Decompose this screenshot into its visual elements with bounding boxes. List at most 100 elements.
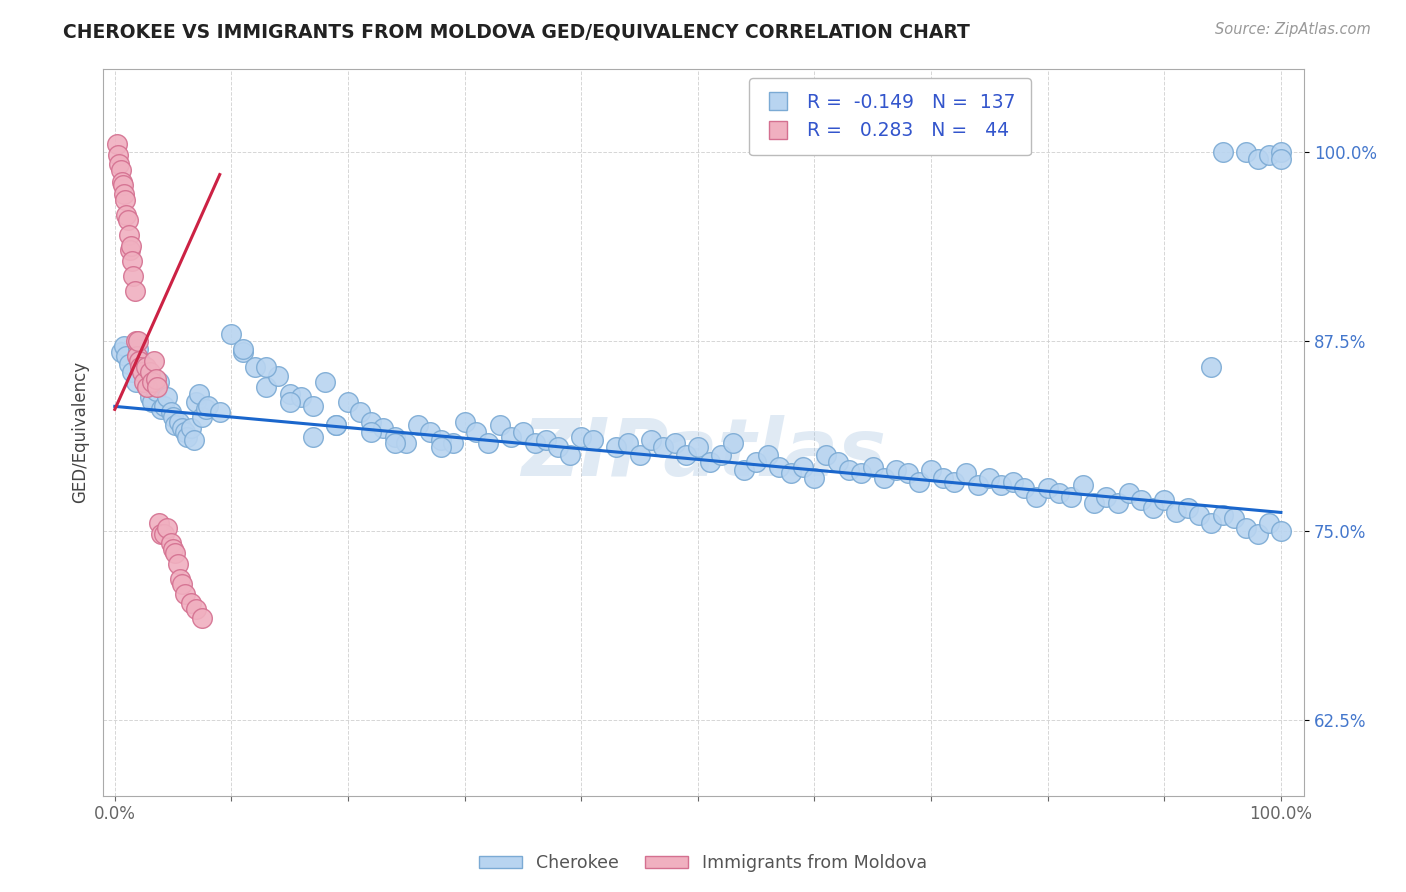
Point [156, 390, 179, 404]
Point [152, 400, 174, 414]
Text: CHEROKEE VS IMMIGRANTS FROM MOLDOVA GED/EQUIVALENCY CORRELATION CHART: CHEROKEE VS IMMIGRANTS FROM MOLDOVA GED/… [63, 22, 970, 41]
Point [120, 239, 142, 253]
Point [145, 372, 167, 386]
Point [167, 415, 190, 429]
Point [419, 425, 441, 439]
Point [756, 448, 779, 462]
Point [803, 470, 825, 484]
Legend: R =  -0.149   N =  137, R =   0.283   N =   44: R = -0.149 N = 137, R = 0.283 N = 44 [749, 78, 1031, 155]
Point [115, 350, 138, 364]
Point [943, 475, 966, 490]
Point [1212, 508, 1234, 523]
Point [465, 425, 488, 439]
Point [1047, 485, 1070, 500]
Point [430, 440, 453, 454]
Point [1246, 153, 1268, 167]
Point [1014, 481, 1036, 495]
Point [136, 380, 159, 394]
Point [979, 470, 1001, 484]
Point [302, 400, 325, 414]
Point [232, 344, 254, 359]
Point [254, 380, 277, 394]
Point [1071, 478, 1094, 492]
Point [1036, 481, 1059, 495]
Point [221, 326, 243, 341]
Point [1083, 496, 1105, 510]
Point [187, 387, 209, 401]
Point [243, 359, 266, 374]
Point [132, 359, 155, 374]
Point [1212, 145, 1234, 159]
Point [1258, 516, 1281, 530]
Point [165, 417, 187, 432]
Point [186, 394, 208, 409]
Point [547, 440, 569, 454]
Point [360, 425, 382, 439]
Point [1234, 145, 1257, 159]
Point [838, 463, 860, 477]
Point [523, 435, 546, 450]
Point [159, 405, 181, 419]
Point [1188, 508, 1211, 523]
Point [152, 526, 174, 541]
Point [792, 460, 814, 475]
Point [430, 433, 453, 447]
Point [112, 187, 135, 202]
Point [1258, 148, 1281, 162]
Point [1129, 493, 1152, 508]
Point [114, 194, 136, 208]
Point [121, 254, 143, 268]
Point [908, 475, 931, 490]
Point [325, 417, 347, 432]
Point [1153, 493, 1175, 508]
Y-axis label: GED/Equivalency: GED/Equivalency [72, 361, 89, 503]
Point [990, 478, 1012, 492]
Point [125, 350, 148, 364]
Point [290, 390, 312, 404]
Point [932, 470, 955, 484]
Point [162, 409, 184, 424]
Point [337, 394, 360, 409]
Point [873, 470, 896, 484]
Point [955, 466, 977, 480]
Point [897, 466, 920, 480]
Point [827, 455, 849, 469]
Point [148, 516, 170, 530]
Point [180, 420, 202, 434]
Point [150, 402, 173, 417]
Point [325, 417, 347, 432]
Point [122, 269, 145, 284]
Point [139, 390, 162, 404]
Point [173, 587, 195, 601]
Point [384, 430, 406, 444]
Point [768, 460, 790, 475]
Point [278, 387, 301, 401]
Point [1025, 490, 1047, 504]
Point [1164, 505, 1187, 519]
Point [1270, 524, 1292, 538]
Point [699, 455, 721, 469]
Point [105, 137, 128, 152]
Point [815, 448, 838, 462]
Point [582, 433, 605, 447]
Point [186, 602, 208, 616]
Point [488, 417, 510, 432]
Point [173, 425, 195, 439]
Point [121, 365, 143, 379]
Point [664, 435, 686, 450]
Point [129, 359, 152, 374]
Point [108, 157, 131, 171]
Point [145, 384, 167, 399]
Point [512, 425, 534, 439]
Point [254, 359, 277, 374]
Point [1270, 153, 1292, 167]
Point [112, 339, 135, 353]
Point [118, 244, 141, 258]
Point [1177, 500, 1199, 515]
Point [191, 611, 214, 625]
Point [115, 209, 138, 223]
Point [745, 455, 768, 469]
Point [129, 354, 152, 368]
Point [148, 375, 170, 389]
Point [360, 415, 382, 429]
